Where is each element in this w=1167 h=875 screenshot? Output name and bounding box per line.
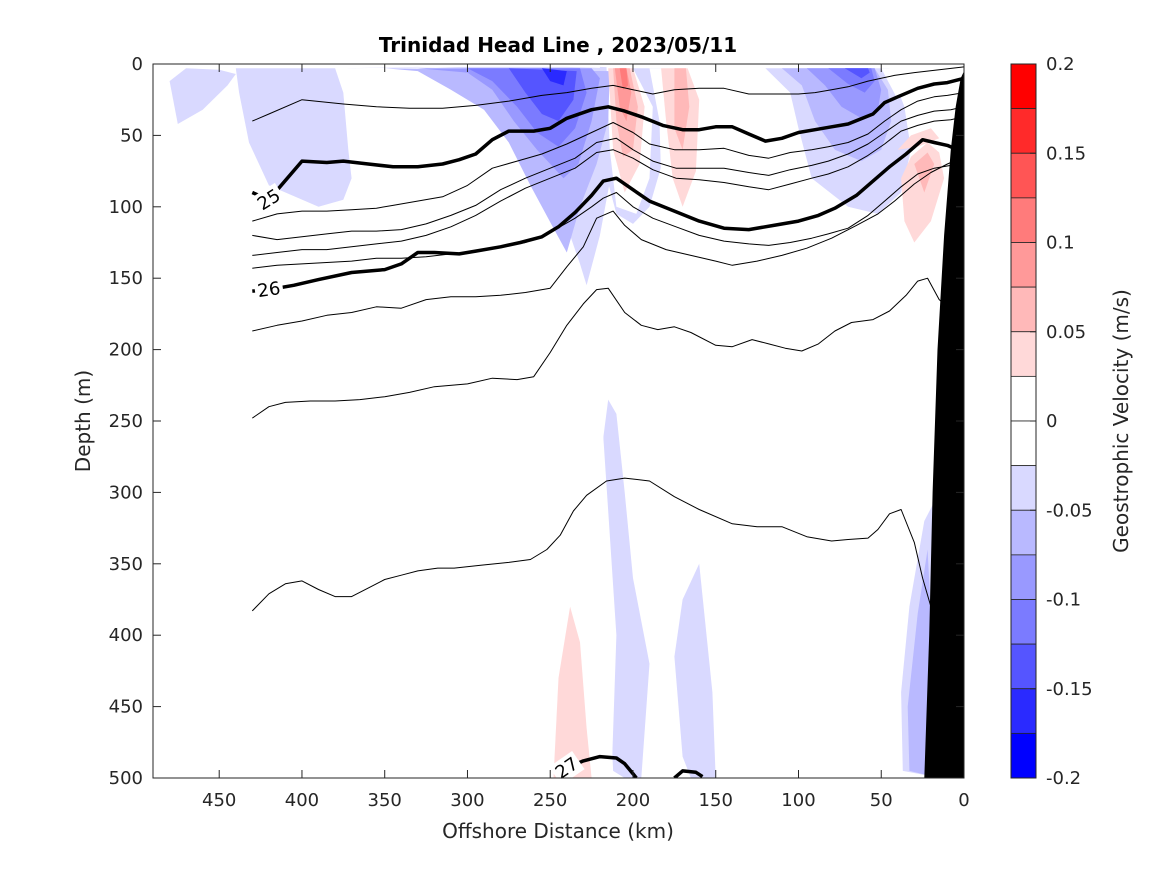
y-tick-label: 350 bbox=[109, 554, 143, 575]
northward-velocity-region bbox=[252, 692, 286, 778]
colorbar-swatch bbox=[1010, 554, 1037, 600]
isopycnal-contour bbox=[252, 92, 964, 222]
colorbar-tick-label: 0.05 bbox=[1046, 322, 1086, 343]
isopycnal-label-background bbox=[251, 182, 287, 217]
northward-velocity-region bbox=[520, 335, 617, 778]
northward-velocity-region bbox=[881, 68, 907, 100]
colorbar-swatch bbox=[1010, 375, 1037, 422]
seafloor-shape bbox=[924, 71, 964, 778]
x-tick-label: 0 bbox=[958, 790, 969, 811]
colorbar-tick-label: 0.15 bbox=[1046, 143, 1086, 164]
southward-velocity-region bbox=[844, 68, 870, 79]
isopycnal-contour-bold bbox=[252, 137, 964, 293]
velocity-fill-layer bbox=[169, 66, 948, 778]
isopycnal-contour-bold bbox=[673, 769, 704, 778]
colorbar-label: Geostrophic Velocity (m/s) bbox=[1109, 289, 1133, 553]
x-tick-label: 350 bbox=[368, 790, 402, 811]
y-tick-label: 100 bbox=[109, 197, 143, 218]
x-tick-label: 150 bbox=[699, 790, 733, 811]
x-axis-label: Offshore Distance (km) bbox=[442, 819, 674, 843]
colorbar-swatch bbox=[1010, 732, 1037, 779]
colorbar-tick-label: 0 bbox=[1046, 411, 1057, 432]
isopycnal-contour bbox=[252, 160, 964, 269]
y-tick-label: 250 bbox=[109, 411, 143, 432]
colorbar-swatch bbox=[1010, 331, 1037, 377]
colorbar-swatch bbox=[1010, 643, 1037, 690]
colorbar-swatch bbox=[1010, 465, 1037, 511]
colorbar-swatch bbox=[1010, 197, 1037, 243]
y-tick-label: 300 bbox=[109, 482, 143, 503]
colorbar-swatch bbox=[1010, 63, 1037, 110]
colorbar: 0.2 0.15 0.1 0.05 0 -0.05 -0.1 -0.15 -0.2 Geostr… bbox=[1010, 54, 1133, 789]
northward-velocity-region bbox=[384, 663, 413, 778]
colorbar-tick-label: 0.1 bbox=[1046, 233, 1075, 254]
colorbar-swatch bbox=[1010, 242, 1037, 288]
colorbar-tick-label: -0.05 bbox=[1046, 500, 1093, 521]
colorbar-swatch bbox=[1010, 286, 1037, 333]
colorbar-tick-label: -0.2 bbox=[1046, 768, 1081, 789]
x-tick-label: 50 bbox=[870, 790, 893, 811]
colorbar-swatch bbox=[1010, 599, 1037, 645]
southward-velocity-region bbox=[541, 68, 567, 86]
isopycnal-label-group: 26 bbox=[253, 276, 285, 303]
northward-velocity-region bbox=[901, 142, 945, 243]
bathymetry-layer bbox=[924, 71, 964, 778]
x-tick-label: 300 bbox=[450, 790, 484, 811]
southward-velocity-region bbox=[169, 68, 236, 124]
isopycnal-layer bbox=[251, 66, 964, 778]
northward-velocity-region bbox=[619, 68, 628, 90]
isopycnal-label-background bbox=[253, 276, 285, 303]
isopycnal-label-background bbox=[549, 750, 585, 786]
isopycnal-contour bbox=[252, 106, 964, 241]
x-tick-label: 200 bbox=[616, 790, 650, 811]
x-tick-label: 250 bbox=[533, 790, 567, 811]
y-tick-label: 0 bbox=[132, 54, 143, 75]
isopycnal-contour bbox=[252, 66, 964, 122]
y-tick-label: 450 bbox=[109, 697, 143, 718]
x-tick-label: 100 bbox=[781, 790, 815, 811]
x-tick-label: 400 bbox=[285, 790, 319, 811]
y-tick-label: 50 bbox=[120, 125, 143, 146]
isopycnal-contour bbox=[252, 277, 964, 419]
colorbar-tick-label: -0.15 bbox=[1046, 679, 1093, 700]
colorbar-tick-label: 0.2 bbox=[1046, 54, 1075, 75]
colorbar-swatch bbox=[1010, 688, 1037, 734]
northward-velocity-region bbox=[553, 606, 592, 778]
y-tick-label: 150 bbox=[109, 268, 143, 289]
colorbar-ticks: 0.2 0.15 0.1 0.05 0 -0.05 -0.1 -0.15 -0.2 bbox=[1030, 54, 1093, 789]
y-axis-ticks: 0 50 100 150 200 250 300 350 400 450 500 bbox=[109, 54, 964, 789]
isopycnal-label: 26 bbox=[256, 278, 282, 302]
southward-velocity-region bbox=[235, 68, 352, 207]
x-tick-label: 450 bbox=[202, 790, 236, 811]
northward-velocity-region bbox=[856, 249, 940, 778]
colorbar-swatch bbox=[1010, 108, 1037, 154]
southward-velocity-region bbox=[674, 563, 716, 778]
isopycnal-contour bbox=[251, 477, 932, 612]
y-tick-label: 200 bbox=[109, 340, 143, 361]
isopycnal-contour bbox=[252, 116, 964, 256]
colorbar-swatch bbox=[1010, 420, 1037, 467]
x-axis-ticks: 450 400 350 300 250 200 150 100 50 0 bbox=[202, 64, 970, 811]
y-tick-label: 400 bbox=[109, 625, 143, 646]
y-tick-label: 500 bbox=[109, 768, 143, 789]
y-axis-label: Depth (m) bbox=[71, 370, 95, 472]
northward-velocity-region bbox=[914, 152, 935, 193]
isopycnal-contour bbox=[252, 156, 964, 332]
chart-title: Trinidad Head Line , 2023/05/11 bbox=[379, 33, 737, 57]
colorbar-swatch bbox=[1010, 509, 1037, 556]
colorbar-tick-label: -0.1 bbox=[1046, 590, 1081, 611]
colorbar-swatch bbox=[1010, 152, 1037, 199]
isopycnal-contour-bold bbox=[251, 76, 964, 202]
northward-velocity-region bbox=[897, 128, 940, 150]
